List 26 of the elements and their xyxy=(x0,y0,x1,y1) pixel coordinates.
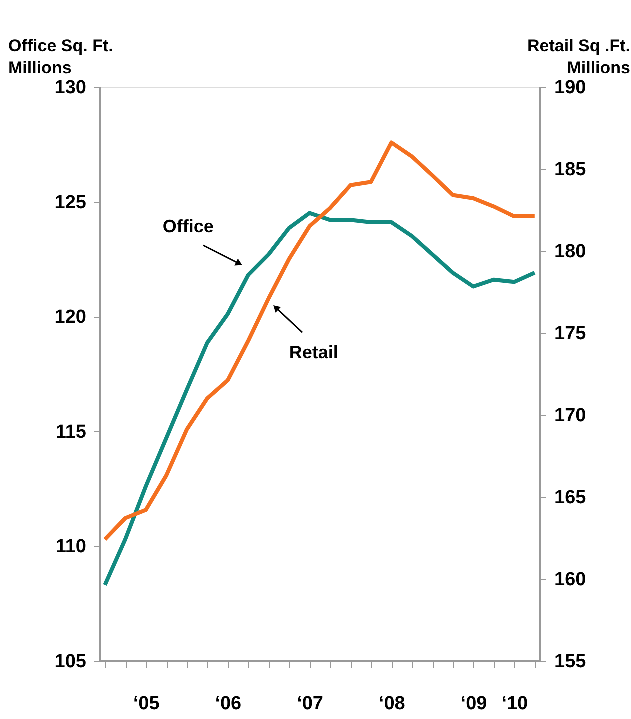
y-tick-label: 115 xyxy=(56,422,87,443)
line-series xyxy=(103,211,537,588)
y2-tick-label: 175 xyxy=(554,324,587,344)
x-tick-label: ‘08 xyxy=(378,694,406,714)
x-tick-label: ‘10 xyxy=(502,694,528,714)
y2-tick-label: 155 xyxy=(554,652,587,672)
y-axis-title: Office Sq. Ft. Millions xyxy=(8,36,114,78)
y2-tick-label: 190 xyxy=(554,78,586,98)
x-tick-label: ‘07 xyxy=(297,694,324,714)
x-tick-label: ‘09 xyxy=(460,694,488,714)
text: Office xyxy=(162,216,214,236)
y-tick-label: 110 xyxy=(56,536,86,558)
y2-tick-label: 180 xyxy=(554,242,586,262)
y-tick-label: 120 xyxy=(54,307,86,328)
y2-tick-label: 170 xyxy=(554,406,586,426)
text: Retail xyxy=(289,342,338,363)
x-tick-label: ‘06 xyxy=(215,694,242,714)
y-tick-label: 125 xyxy=(54,192,87,214)
y-tick-label: 130 xyxy=(54,78,86,98)
y-tick-label: 105 xyxy=(54,652,87,672)
y2-tick-label: 165 xyxy=(554,488,587,508)
x-tick-label: ‘05 xyxy=(133,694,160,714)
line-series xyxy=(103,140,537,542)
y2-tick-label: 160 xyxy=(554,570,586,590)
y2-axis-title: Retail Sq .Ft. Millions xyxy=(528,36,630,78)
y2-tick-label: 185 xyxy=(554,160,587,180)
